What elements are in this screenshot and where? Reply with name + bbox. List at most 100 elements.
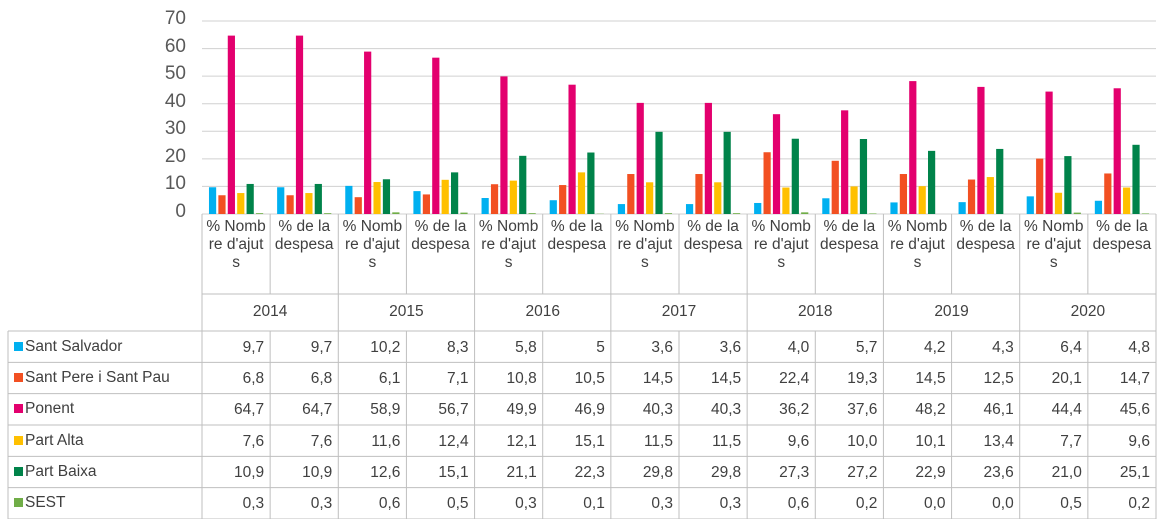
bar (646, 182, 654, 214)
data-label: 12,6 (370, 464, 401, 481)
bar (208, 187, 217, 214)
legend-label: Part Baixa (25, 463, 97, 480)
data-label: 56,7 (438, 401, 469, 419)
x-tick-label: % Nombre d'ajuts (751, 218, 811, 271)
data-label: 36,2 (779, 401, 810, 419)
data-label: 29,8 (710, 464, 742, 481)
data-label: 4,8 (1128, 338, 1150, 356)
data-label: 0,1 (583, 495, 605, 513)
data-label: 10,2 (370, 338, 401, 356)
bar (1123, 187, 1131, 214)
data-label: 64,7 (302, 401, 333, 419)
x-tick-label: % Nombre d'ajuts (887, 218, 948, 271)
bar (772, 114, 781, 214)
bar (354, 197, 362, 214)
data-label: 40,3 (710, 401, 742, 419)
data-label: 6,8 (242, 370, 265, 387)
legend-label: SEST (25, 494, 66, 512)
data-label: 3,6 (651, 338, 673, 356)
bar (549, 200, 557, 214)
data-label: 14,7 (1119, 370, 1150, 387)
data-label: 5,8 (515, 338, 537, 356)
data-label: 4,3 (992, 338, 1014, 356)
bar (791, 138, 799, 214)
data-label: 0,5 (1060, 495, 1082, 513)
data-label: 0,0 (992, 495, 1014, 513)
bar (782, 187, 790, 214)
bar (763, 152, 771, 214)
bar (754, 202, 762, 214)
bar (859, 139, 868, 214)
data-label: 44,4 (1051, 401, 1082, 419)
data-label: 37,6 (847, 401, 878, 419)
bar (636, 102, 644, 214)
bar (568, 84, 576, 214)
bar (255, 213, 264, 214)
legend-key (14, 467, 23, 476)
data-label: 10,1 (915, 432, 946, 450)
bar (295, 35, 304, 215)
data-label: 10,9 (302, 464, 333, 481)
y-tick-label: 30 (164, 118, 186, 140)
bar (1036, 158, 1044, 214)
bar (237, 193, 245, 214)
data-label: 21,1 (506, 464, 537, 481)
legend-key (14, 373, 23, 382)
legend-label: Sant Pere i Sant Pau (25, 369, 170, 386)
data-label: 10,5 (574, 370, 605, 387)
data-label: 9,6 (787, 432, 810, 450)
bar (227, 35, 235, 215)
bar (460, 212, 468, 214)
data-label: 11,5 (643, 432, 673, 450)
x-tick-label: % Nombre d'ajuts (342, 218, 403, 271)
bar (869, 213, 877, 214)
bar (977, 86, 985, 214)
data-label: 45,6 (1119, 401, 1150, 419)
bar (801, 212, 809, 214)
data-label: 21,0 (1051, 464, 1082, 481)
group-label: 2015 (389, 303, 424, 320)
bar (1132, 144, 1140, 214)
bar (364, 51, 372, 215)
bar (441, 179, 449, 214)
bar (413, 191, 421, 214)
bar (1026, 196, 1034, 214)
bar (305, 193, 313, 214)
data-label: 49,9 (506, 401, 537, 419)
data-label: 27,3 (779, 464, 810, 481)
data-label: 29,8 (642, 464, 673, 481)
bar (967, 179, 976, 214)
bar (986, 177, 994, 214)
y-tick-label: 70 (164, 8, 186, 29)
legend-key (14, 404, 23, 414)
bar (432, 57, 440, 214)
data-label: 5,7 (855, 338, 878, 356)
data-label: 10,9 (233, 464, 265, 481)
data-label: 6,8 (310, 370, 333, 387)
x-tick-label: % de la despesa (1092, 218, 1152, 253)
bar (490, 184, 499, 214)
data-label: 12,5 (983, 370, 1014, 387)
data-label: 3,6 (719, 338, 742, 356)
bar (218, 195, 226, 214)
legend-key (14, 435, 23, 445)
bar (481, 198, 489, 214)
data-label: 14,5 (710, 370, 742, 387)
bar (695, 174, 703, 214)
bar (1113, 88, 1121, 214)
data-label: 0,3 (651, 495, 673, 513)
data-label: 0,2 (855, 495, 878, 513)
bar (577, 172, 586, 214)
y-tick-label: 40 (164, 90, 186, 112)
data-label: 10,0 (847, 432, 878, 450)
bar (850, 186, 858, 214)
data-label: 7,6 (242, 432, 265, 450)
data-label: 64,7 (233, 401, 265, 419)
bar (1141, 213, 1150, 214)
bar (314, 183, 322, 214)
bar (918, 186, 926, 214)
y-tick-label: 60 (164, 35, 186, 57)
x-tick-label: % de la despesa (411, 218, 470, 253)
